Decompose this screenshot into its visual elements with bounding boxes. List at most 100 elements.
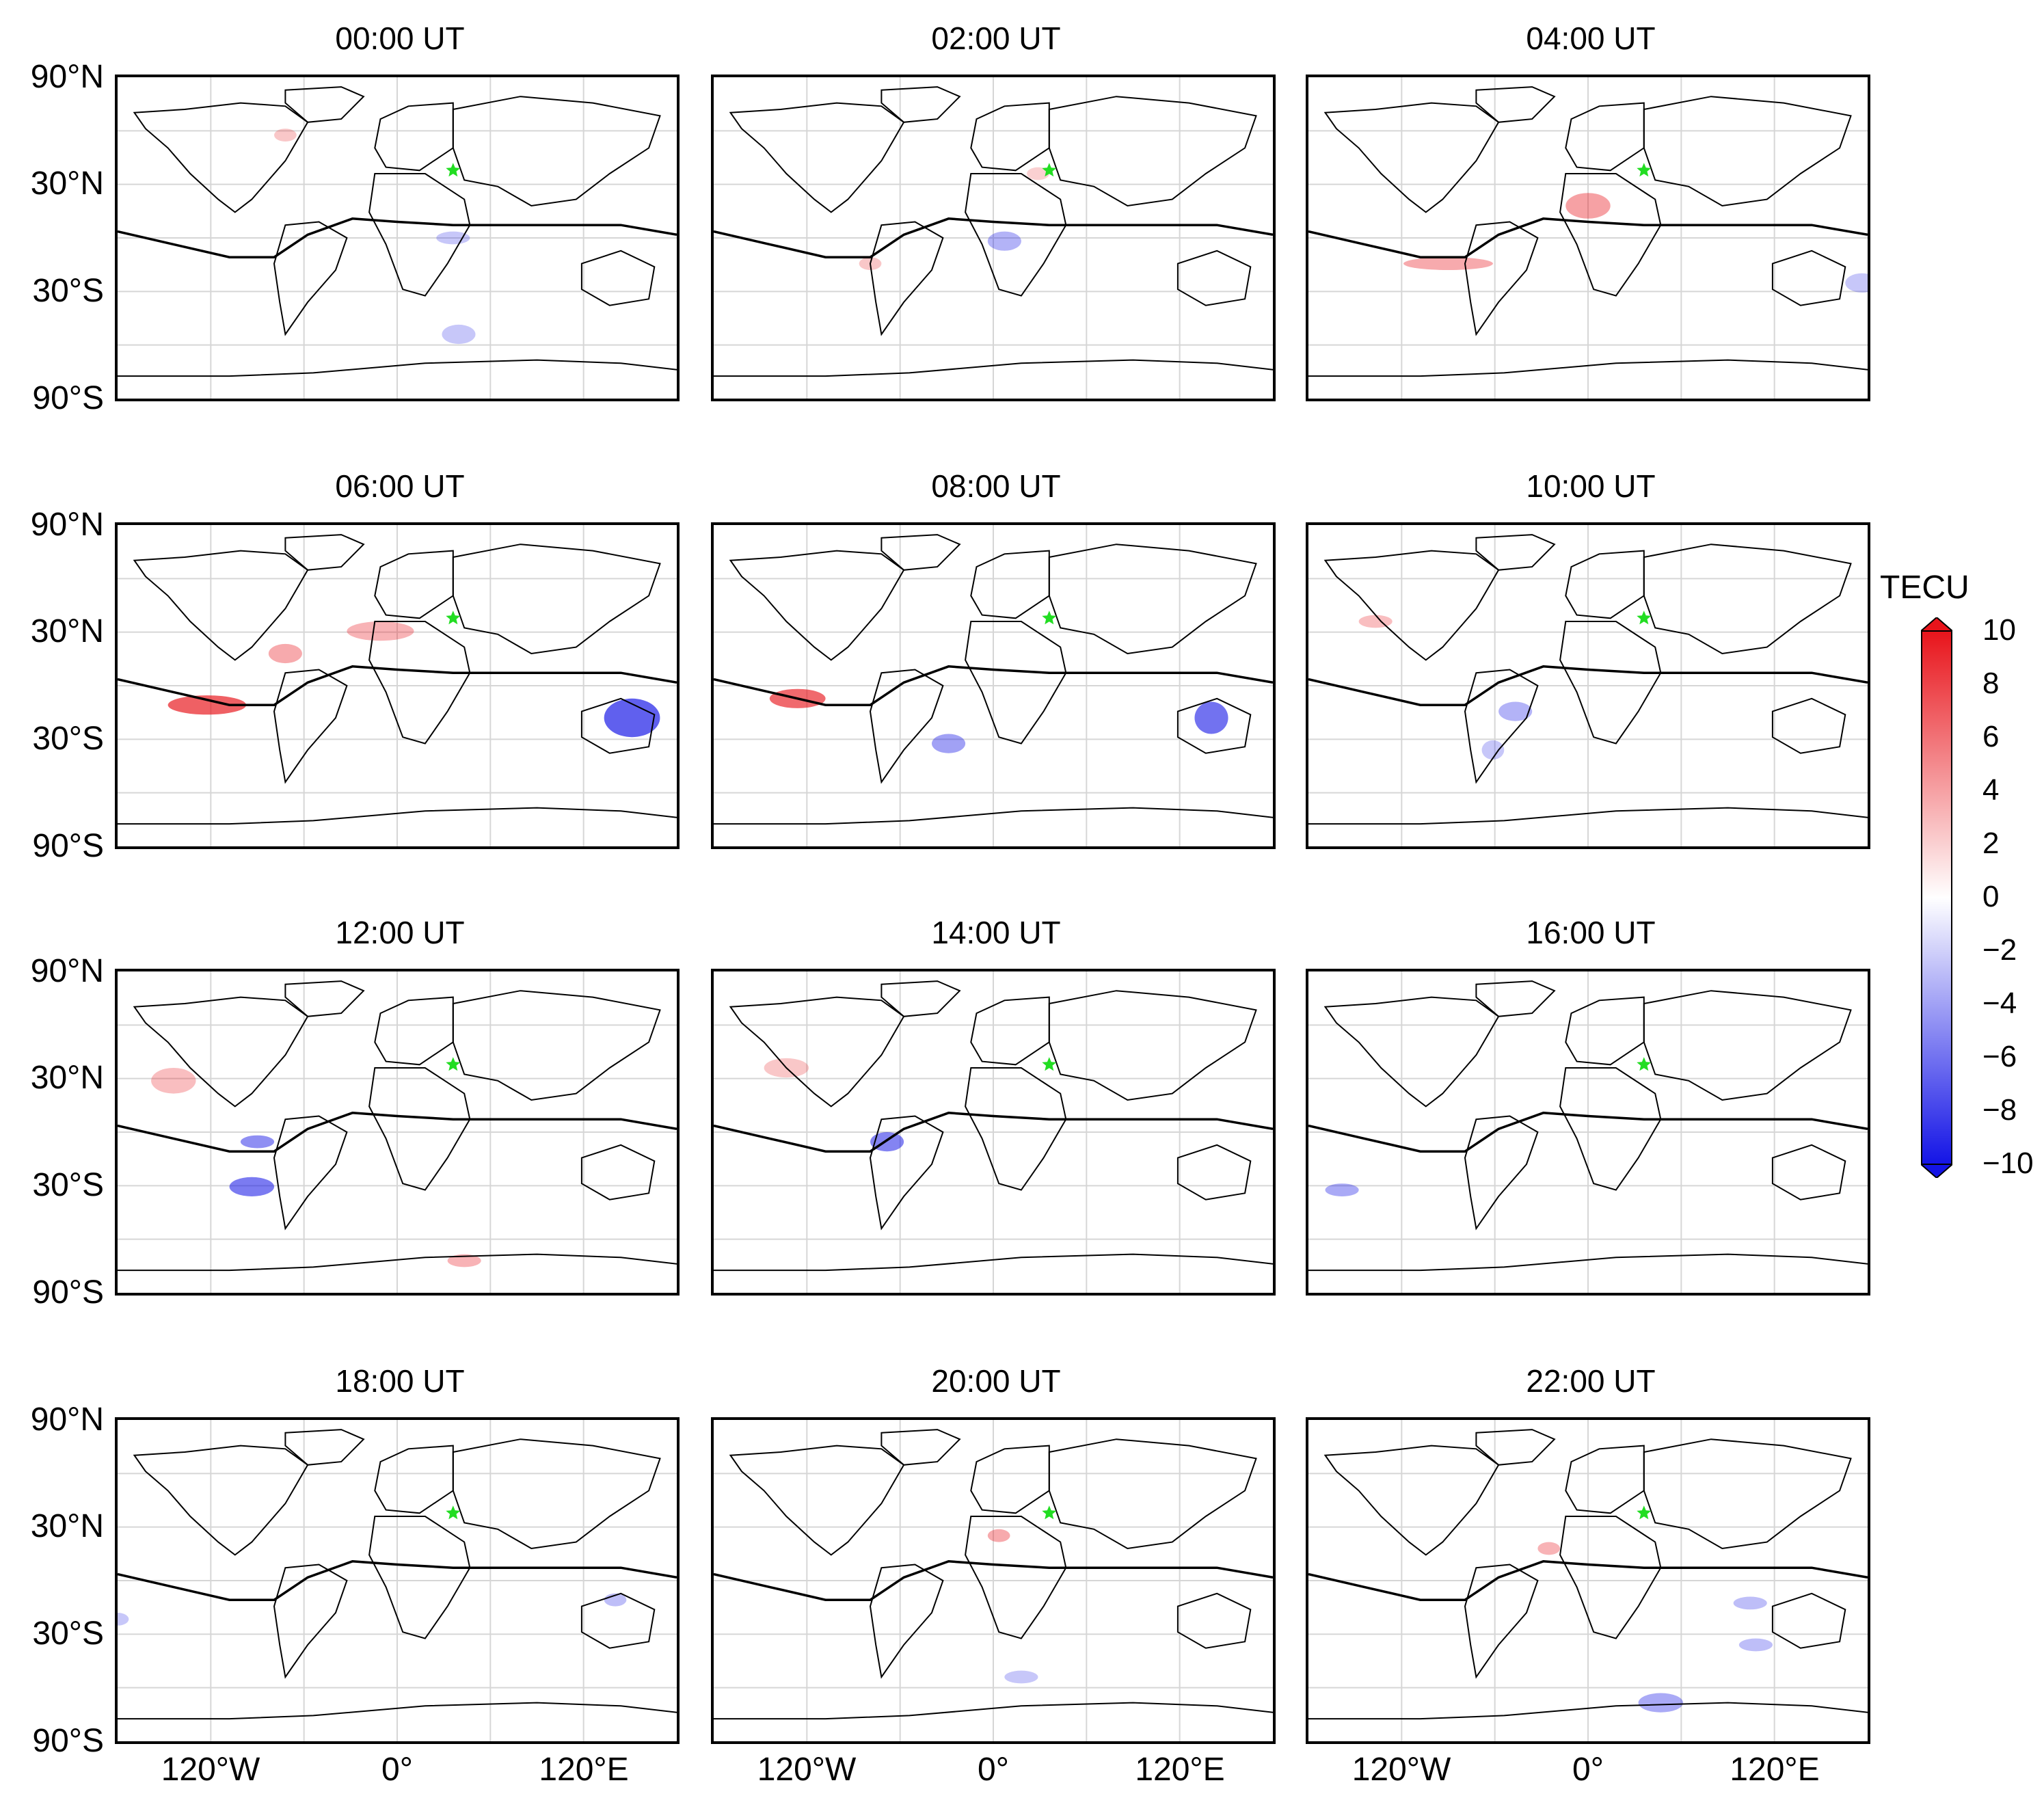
coastline-europe <box>374 550 454 619</box>
coastline-antarctica <box>714 359 1273 377</box>
magnetic-equator <box>118 217 677 258</box>
coastline-africa <box>965 1516 1067 1639</box>
tec-anomaly <box>604 698 660 738</box>
lon-tick-label: 120°E <box>1730 1752 1820 1788</box>
lat-tick-label: 90°N <box>30 953 104 989</box>
coastline-antarctica <box>118 1253 677 1272</box>
epicenter-star-icon <box>1042 163 1057 177</box>
coastline-antarctica <box>118 1702 677 1720</box>
tec-map-panel <box>1306 969 1870 1296</box>
tec-anomaly <box>240 1135 275 1149</box>
panel-title: 22:00 UT <box>1526 1363 1656 1399</box>
coastline-asia <box>452 1438 661 1550</box>
tec-anomaly <box>347 621 414 641</box>
coastline-south-america <box>869 1564 944 1679</box>
epicenter-star-icon <box>1637 611 1652 625</box>
coastline-antarctica <box>714 807 1273 825</box>
coastline-greenland <box>284 1429 365 1466</box>
tec-anomaly <box>447 1254 481 1267</box>
tec-anomaly <box>1004 1670 1038 1684</box>
panel-title: 10:00 UT <box>1526 468 1656 504</box>
coastline-asia <box>452 990 661 1101</box>
lat-tick-label: 90°S <box>32 380 104 416</box>
coastline-asia <box>1048 990 1257 1101</box>
world-map <box>1308 1420 1868 1741</box>
coastline-north-america <box>729 550 905 661</box>
epicenter-star-icon <box>1042 1057 1057 1071</box>
coastline-australia <box>1771 1592 1846 1649</box>
world-map <box>1308 525 1868 846</box>
tec-anomaly <box>274 129 297 142</box>
coastline-greenland <box>284 534 365 571</box>
tec-anomaly <box>932 734 966 753</box>
coastline-asia <box>1643 1438 1852 1550</box>
coastline-greenland <box>1475 534 1556 571</box>
magnetic-equator <box>714 1560 1273 1601</box>
tec-anomaly <box>1845 273 1868 293</box>
tec-map-panel <box>1306 75 1870 401</box>
epicenter-star-icon <box>446 1057 461 1071</box>
coastline-africa <box>1559 1516 1662 1639</box>
coastline-north-america <box>133 102 309 213</box>
tec-anomaly <box>1733 1596 1767 1610</box>
panel-title: 16:00 UT <box>1526 915 1656 950</box>
magnetic-equator <box>1308 1112 1868 1153</box>
world-map <box>118 525 677 846</box>
coastline-africa <box>965 173 1067 297</box>
lat-tick-label: 90°S <box>32 1723 104 1759</box>
coastline-antarctica <box>714 1702 1273 1720</box>
tec-anomaly <box>118 1613 129 1626</box>
coastline-asia <box>1048 544 1257 655</box>
coastline-antarctica <box>118 359 677 377</box>
coastline-asia <box>452 544 661 655</box>
coastline-north-america <box>1323 550 1500 661</box>
colorbar-tick-label: −8 <box>1982 1093 2017 1127</box>
coastline-greenland <box>880 1429 961 1466</box>
coastline-south-america <box>273 1115 348 1231</box>
tec-map-panel <box>1306 1417 1870 1744</box>
coastline-greenland <box>880 980 961 1017</box>
epicenter-star-icon <box>446 1505 461 1520</box>
colorbar-tick-label: 8 <box>1982 667 2000 700</box>
lat-tick-label: 30°N <box>30 1508 104 1544</box>
world-map <box>118 1420 677 1741</box>
world-map <box>714 525 1273 846</box>
coastline-africa <box>1559 173 1662 297</box>
world-map <box>714 77 1273 399</box>
colorbar-tick-label: 4 <box>1982 773 2000 807</box>
coastline-asia <box>1643 96 1852 207</box>
panel-title: 00:00 UT <box>335 21 465 56</box>
coastline-europe <box>970 1445 1050 1514</box>
coastline-greenland <box>1475 980 1556 1017</box>
epicenter-star-icon <box>1637 1057 1652 1071</box>
coastline-africa <box>965 621 1067 744</box>
coastline-africa <box>368 621 471 744</box>
coastline-greenland <box>284 980 365 1017</box>
coastline-greenland <box>880 86 961 123</box>
panel-title: 08:00 UT <box>931 468 1061 504</box>
tec-anomaly <box>1325 1183 1359 1196</box>
coastline-europe <box>1565 102 1645 172</box>
coastline-south-america <box>869 221 944 336</box>
coastline-south-america <box>869 669 944 784</box>
coastline-north-america <box>1323 996 1500 1108</box>
lon-tick-label: 120°W <box>161 1752 260 1788</box>
coastline-asia <box>1048 96 1257 207</box>
coastline-africa <box>1559 1067 1662 1191</box>
lat-tick-label: 30°N <box>30 165 104 202</box>
tec-anomaly <box>987 1529 1010 1542</box>
magnetic-equator <box>714 217 1273 258</box>
tec-anomaly <box>151 1068 196 1094</box>
epicenter-star-icon <box>1637 163 1652 177</box>
lat-tick-label: 30°N <box>30 1060 104 1096</box>
coastline-africa <box>1559 621 1662 744</box>
coastline-antarctica <box>714 1253 1273 1272</box>
tec-anomaly <box>1481 740 1505 760</box>
world-map <box>714 971 1273 1293</box>
coastline-australia <box>1176 697 1252 754</box>
tec-anomaly <box>1537 1542 1561 1555</box>
coastline-australia <box>1771 250 1846 306</box>
magnetic-equator <box>118 1560 677 1601</box>
coastline-europe <box>970 996 1050 1066</box>
lat-tick-label: 90°N <box>30 1401 104 1438</box>
